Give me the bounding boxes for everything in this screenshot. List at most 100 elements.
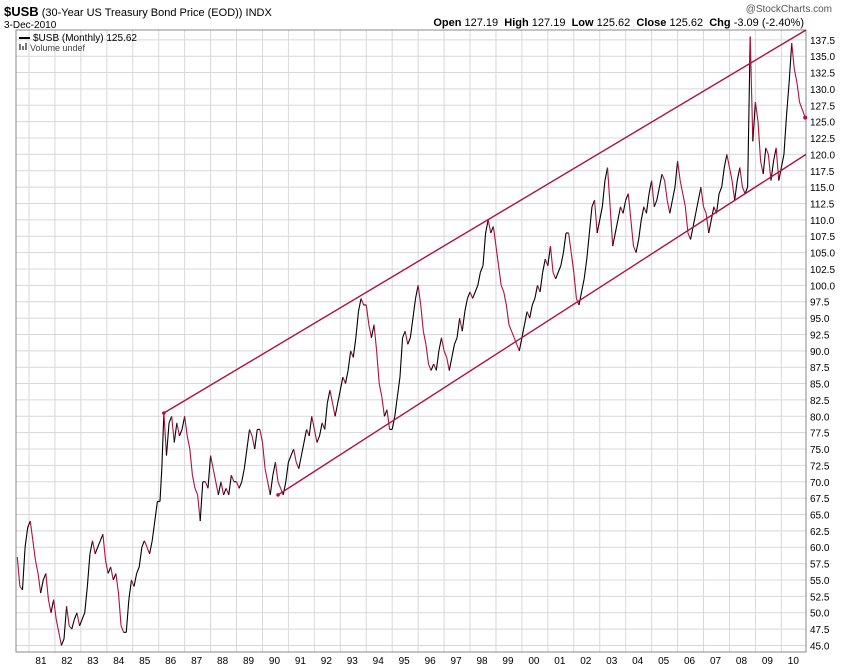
series-segment: [700, 187, 705, 207]
y-tick-label: 110.0: [810, 216, 835, 227]
series-segment: [617, 206, 622, 220]
y-tick-label: 135.0: [810, 52, 835, 63]
series-segment: [757, 121, 762, 161]
series-segment: [682, 193, 686, 207]
x-tick-label: 97: [451, 656, 463, 667]
series-segment: [360, 298, 365, 306]
series-segment: [531, 298, 536, 306]
series-segment: [32, 540, 37, 561]
series-segment: [749, 36, 754, 142]
series-segment: [495, 245, 500, 266]
series-segment: [728, 167, 733, 181]
series-segment: [138, 547, 143, 567]
series-segment: [409, 318, 414, 338]
series-segment: [269, 475, 274, 495]
series-segment: [53, 599, 57, 620]
y-tick-label: 57.5: [810, 560, 830, 571]
series-segment: [149, 540, 153, 554]
close-value: 125.62: [669, 17, 704, 29]
series-segment: [378, 383, 383, 397]
series-segment: [459, 317, 463, 332]
series-segment: [555, 272, 559, 280]
series-segment: [194, 488, 199, 496]
series-segment: [163, 412, 168, 456]
chg-label: Chg: [709, 17, 731, 29]
series-segment: [417, 285, 422, 306]
series-segment: [695, 200, 699, 214]
legend-series: $USB (Monthly) 125.62: [33, 33, 137, 44]
series-segment: [60, 638, 65, 646]
series-segment: [677, 160, 681, 181]
series-segment: [110, 566, 114, 581]
y-tick-label: 127.5: [810, 101, 835, 112]
series-segment: [350, 350, 354, 358]
y-tick-label: 97.5: [810, 298, 830, 309]
y-tick-label: 92.5: [810, 330, 830, 341]
series-segment: [461, 311, 466, 332]
series-segment: [63, 606, 68, 639]
x-tick-label: 05: [658, 656, 670, 667]
series-segment: [383, 409, 388, 417]
y-tick-label: 52.5: [810, 592, 830, 603]
series-segment: [154, 501, 158, 522]
series-segment: [762, 147, 767, 175]
series-segment: [754, 101, 759, 122]
series-segment: [739, 167, 743, 188]
series-segment: [521, 324, 526, 338]
x-tick-label: 04: [632, 656, 644, 667]
series-segment: [130, 579, 135, 587]
series-segment: [715, 193, 720, 214]
y-tick-label: 47.5: [810, 625, 830, 636]
series-segment: [428, 363, 432, 371]
x-tick-label: 81: [35, 656, 47, 667]
series-segment: [94, 547, 99, 554]
series-segment: [66, 606, 70, 626]
series-segment: [796, 82, 801, 103]
series-segment: [47, 599, 52, 613]
last-price-marker: [803, 115, 808, 120]
series-segment: [505, 304, 510, 325]
volume-icon: [19, 43, 27, 50]
series-segment: [456, 318, 461, 338]
y-tick-label: 130.0: [810, 85, 835, 96]
series-segment: [661, 173, 666, 181]
series-segment: [482, 232, 487, 266]
series-segment: [415, 285, 419, 299]
series-segment: [674, 160, 679, 188]
y-tick-label: 65.0: [810, 511, 830, 522]
series-segment: [718, 186, 723, 194]
y-tick-label: 112.5: [810, 200, 835, 211]
series-segment: [477, 272, 481, 286]
y-tick-label: 90.0: [810, 347, 830, 358]
open-value: 127.19: [464, 17, 499, 29]
series-segment: [619, 206, 624, 214]
series-segment: [334, 403, 339, 417]
x-tick-label: 96: [425, 656, 437, 667]
series-segment: [420, 304, 424, 332]
series-segment: [798, 101, 806, 118]
trend-line: [277, 153, 807, 496]
y-tick-label: 137.5: [810, 36, 835, 47]
series-segment: [316, 435, 321, 443]
series-segment: [785, 82, 790, 116]
series-segment: [466, 291, 471, 299]
x-tick-label: 99: [502, 656, 514, 667]
series-segment: [329, 389, 334, 404]
x-tick-label: 89: [243, 656, 255, 667]
series-segment: [171, 416, 175, 443]
y-tick-label: 100.0: [810, 281, 835, 292]
series-segment: [295, 461, 300, 469]
close-label: Close: [636, 17, 667, 29]
series-segment: [259, 429, 264, 443]
series-segment: [666, 200, 671, 214]
series-segment: [425, 344, 430, 364]
series-segment: [635, 239, 640, 253]
legend-volume: Volume undef: [30, 43, 86, 53]
x-tick-label: 90: [269, 656, 281, 667]
series-segment: [81, 612, 86, 620]
series-segment: [16, 557, 21, 587]
series-segment: [339, 376, 344, 391]
legend: $USB (Monthly) 125.62 Volume undef: [19, 33, 137, 53]
series-segment: [747, 36, 751, 188]
series-segment: [703, 206, 707, 214]
